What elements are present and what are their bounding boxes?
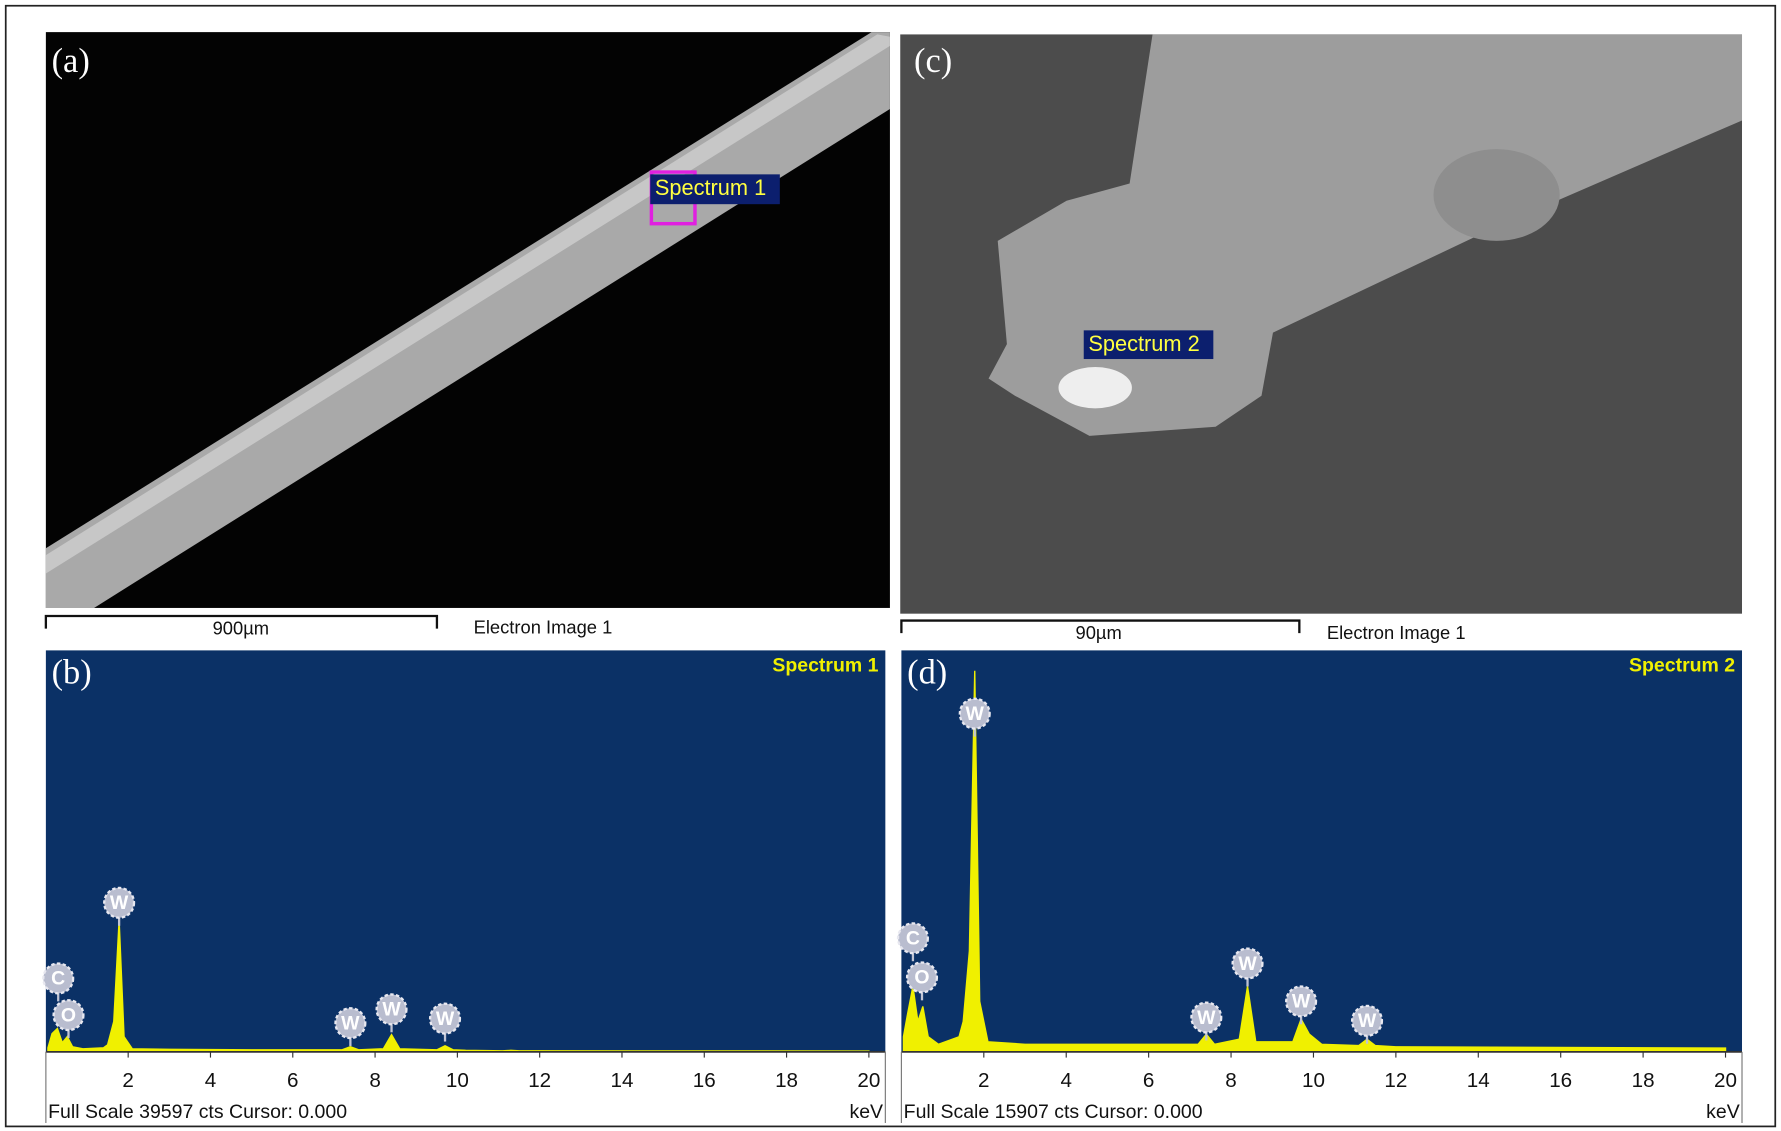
panel-label: (a) bbox=[52, 42, 90, 80]
plot-area bbox=[45, 650, 886, 1052]
x-tick-label: 14 bbox=[1467, 1069, 1490, 1092]
image-label: Electron Image 1 bbox=[474, 616, 613, 637]
x-tick-label: 8 bbox=[1225, 1069, 1236, 1092]
x-tick-label: 16 bbox=[693, 1069, 716, 1092]
spectrum bbox=[902, 670, 1727, 1053]
peak-marker bbox=[1231, 947, 1264, 980]
peak-marker bbox=[375, 993, 408, 1026]
spectrum-title: Spectrum 1 bbox=[772, 655, 878, 677]
x-tick-label: 12 bbox=[1384, 1069, 1407, 1092]
peak-label: O bbox=[61, 1004, 76, 1026]
x-tick-label: 20 bbox=[1714, 1069, 1737, 1092]
peak-label: C bbox=[906, 928, 920, 950]
peak-marker bbox=[52, 999, 85, 1032]
peak-label: W bbox=[1358, 1010, 1377, 1032]
scale-bar-label: 900µm bbox=[213, 618, 269, 639]
peak-label: W bbox=[341, 1012, 360, 1034]
particle bbox=[1058, 367, 1132, 409]
peak-marker bbox=[1190, 1001, 1223, 1034]
footer: Full Scale 39597 cts Cursor: 0.000 bbox=[48, 1101, 347, 1123]
wire-highlight bbox=[45, 34, 890, 574]
spectrum-tag: Spectrum 1 bbox=[655, 175, 766, 200]
peak-marker bbox=[958, 697, 991, 730]
spectrum-tag: Spectrum 2 bbox=[1088, 331, 1199, 356]
peak-label: W bbox=[1238, 953, 1257, 975]
spectrum bbox=[47, 920, 870, 1053]
x-tick-label: 18 bbox=[775, 1069, 798, 1092]
scale-bar bbox=[900, 619, 1301, 634]
peak-marker bbox=[1285, 985, 1318, 1018]
spectrum-title: Spectrum 2 bbox=[1629, 655, 1735, 677]
panel-label: (c) bbox=[914, 42, 952, 80]
peak-label: W bbox=[966, 703, 985, 725]
scale-bar-label: 90µm bbox=[1076, 622, 1122, 643]
spectrum-tag-bg bbox=[650, 174, 780, 205]
peak-label: W bbox=[436, 1008, 455, 1030]
peak-marker bbox=[1350, 1004, 1384, 1037]
x-tick-label: 4 bbox=[1060, 1069, 1071, 1092]
x-unit: keV bbox=[849, 1101, 883, 1123]
x-tick-label: 10 bbox=[1302, 1069, 1325, 1092]
x-tick-label: 16 bbox=[1549, 1069, 1572, 1092]
x-tick-label: 6 bbox=[287, 1069, 298, 1092]
peak-marker bbox=[334, 1007, 367, 1040]
peak-marker bbox=[896, 922, 929, 955]
peak-label: O bbox=[914, 967, 929, 989]
x-tick-label: 12 bbox=[528, 1069, 551, 1092]
spectrum-tag-bg bbox=[1083, 330, 1214, 360]
x-tick-label: 20 bbox=[857, 1069, 880, 1092]
x-tick-label: 2 bbox=[122, 1069, 133, 1092]
peak-marker bbox=[42, 962, 75, 995]
x-unit: keV bbox=[1706, 1101, 1740, 1123]
x-tick-label: 2 bbox=[978, 1069, 989, 1092]
panel-label: (d) bbox=[907, 654, 947, 692]
peak-marker bbox=[428, 1002, 462, 1035]
x-tick-label: 4 bbox=[205, 1069, 216, 1092]
footer: Full Scale 15907 cts Cursor: 0.000 bbox=[904, 1101, 1203, 1123]
peak-label: W bbox=[110, 892, 129, 914]
surface-feature bbox=[1433, 149, 1560, 241]
plot-area bbox=[901, 650, 1743, 1052]
peak-marker bbox=[905, 961, 939, 994]
x-tick-label: 10 bbox=[446, 1069, 469, 1092]
peak-label: W bbox=[1292, 991, 1311, 1013]
scale-bar bbox=[44, 614, 439, 629]
peak-label: W bbox=[382, 999, 401, 1021]
peak-label: W bbox=[1197, 1007, 1216, 1029]
panel-label: (b) bbox=[52, 654, 92, 692]
peak-marker bbox=[103, 886, 136, 919]
x-tick-label: 14 bbox=[611, 1069, 634, 1092]
x-tick-label: 6 bbox=[1143, 1069, 1154, 1092]
peak-label: C bbox=[51, 968, 65, 990]
x-tick-label: 18 bbox=[1632, 1069, 1655, 1092]
image-label: Electron Image 1 bbox=[1327, 622, 1466, 643]
x-tick-label: 8 bbox=[369, 1069, 380, 1092]
